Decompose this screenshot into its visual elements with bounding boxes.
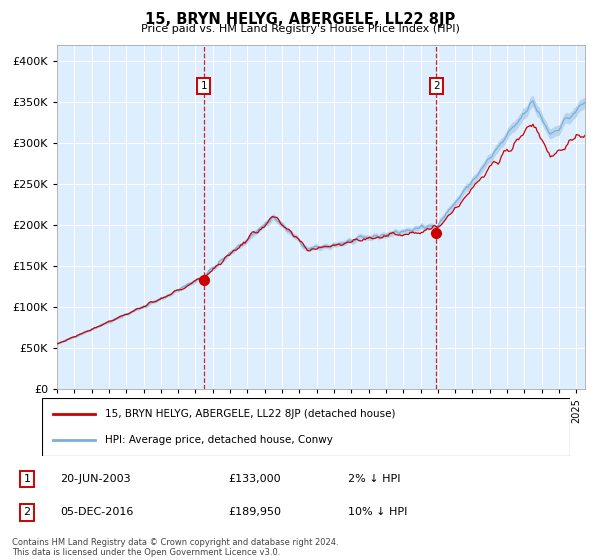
Text: 1: 1	[23, 474, 31, 484]
Text: 15, BRYN HELYG, ABERGELE, LL22 8JP (detached house): 15, BRYN HELYG, ABERGELE, LL22 8JP (deta…	[106, 409, 396, 419]
Text: 2: 2	[23, 507, 31, 517]
Text: £133,000: £133,000	[228, 474, 281, 484]
Text: Price paid vs. HM Land Registry's House Price Index (HPI): Price paid vs. HM Land Registry's House …	[140, 24, 460, 34]
Text: 10% ↓ HPI: 10% ↓ HPI	[348, 507, 407, 517]
Text: 05-DEC-2016: 05-DEC-2016	[60, 507, 133, 517]
Text: Contains HM Land Registry data © Crown copyright and database right 2024.
This d: Contains HM Land Registry data © Crown c…	[12, 538, 338, 557]
Text: HPI: Average price, detached house, Conwy: HPI: Average price, detached house, Conw…	[106, 435, 333, 445]
Text: £189,950: £189,950	[228, 507, 281, 517]
Text: 20-JUN-2003: 20-JUN-2003	[60, 474, 131, 484]
Text: 15, BRYN HELYG, ABERGELE, LL22 8JP: 15, BRYN HELYG, ABERGELE, LL22 8JP	[145, 12, 455, 27]
Text: 2: 2	[433, 81, 440, 91]
Text: 1: 1	[200, 81, 207, 91]
Text: 2% ↓ HPI: 2% ↓ HPI	[348, 474, 401, 484]
